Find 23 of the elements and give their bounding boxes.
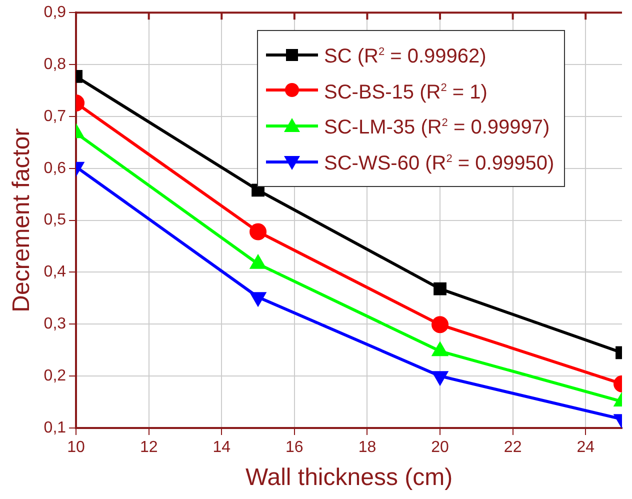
legend-label: SC (R$^{2}$ = 0.99962) [324,44,486,70]
y-tick-label: 0,2 [44,367,66,384]
x-tick-label: 12 [140,439,158,456]
y-tick-label: 0,6 [44,160,66,177]
x-tick-label: 24 [576,439,595,456]
legend-label: SC-WS-60 (R$^{2}$ = 0.99950) [324,152,554,177]
y-tick-label: 0,1 [44,419,66,436]
y-tick-label: 0,7 [44,108,66,125]
x-tick-label: 10 [67,439,86,456]
x-tick-label: 14 [212,439,231,456]
y-tick-label: 0,4 [44,264,66,281]
y-tick-label: 0,8 [44,56,66,73]
x-tick-label: 16 [286,439,304,456]
x-tick-label: 20 [431,439,450,456]
x-axis-title: Wall thickness (cm) [245,464,453,492]
y-tick-label: 0,3 [44,316,66,333]
x-tick-label: 22 [504,439,522,456]
x-tick-label: 18 [358,439,376,456]
y-tick-label: 0,5 [44,212,66,229]
y-axis-title: Decrement factor [8,128,36,312]
legend-label: SC-LM-35 (R$^{2}$ = 0.99997) [324,116,550,141]
legend-label: SC-BS-15 (R$^{2}$ = 1) [324,80,488,106]
y-tick-label: 0,9 [44,4,66,22]
